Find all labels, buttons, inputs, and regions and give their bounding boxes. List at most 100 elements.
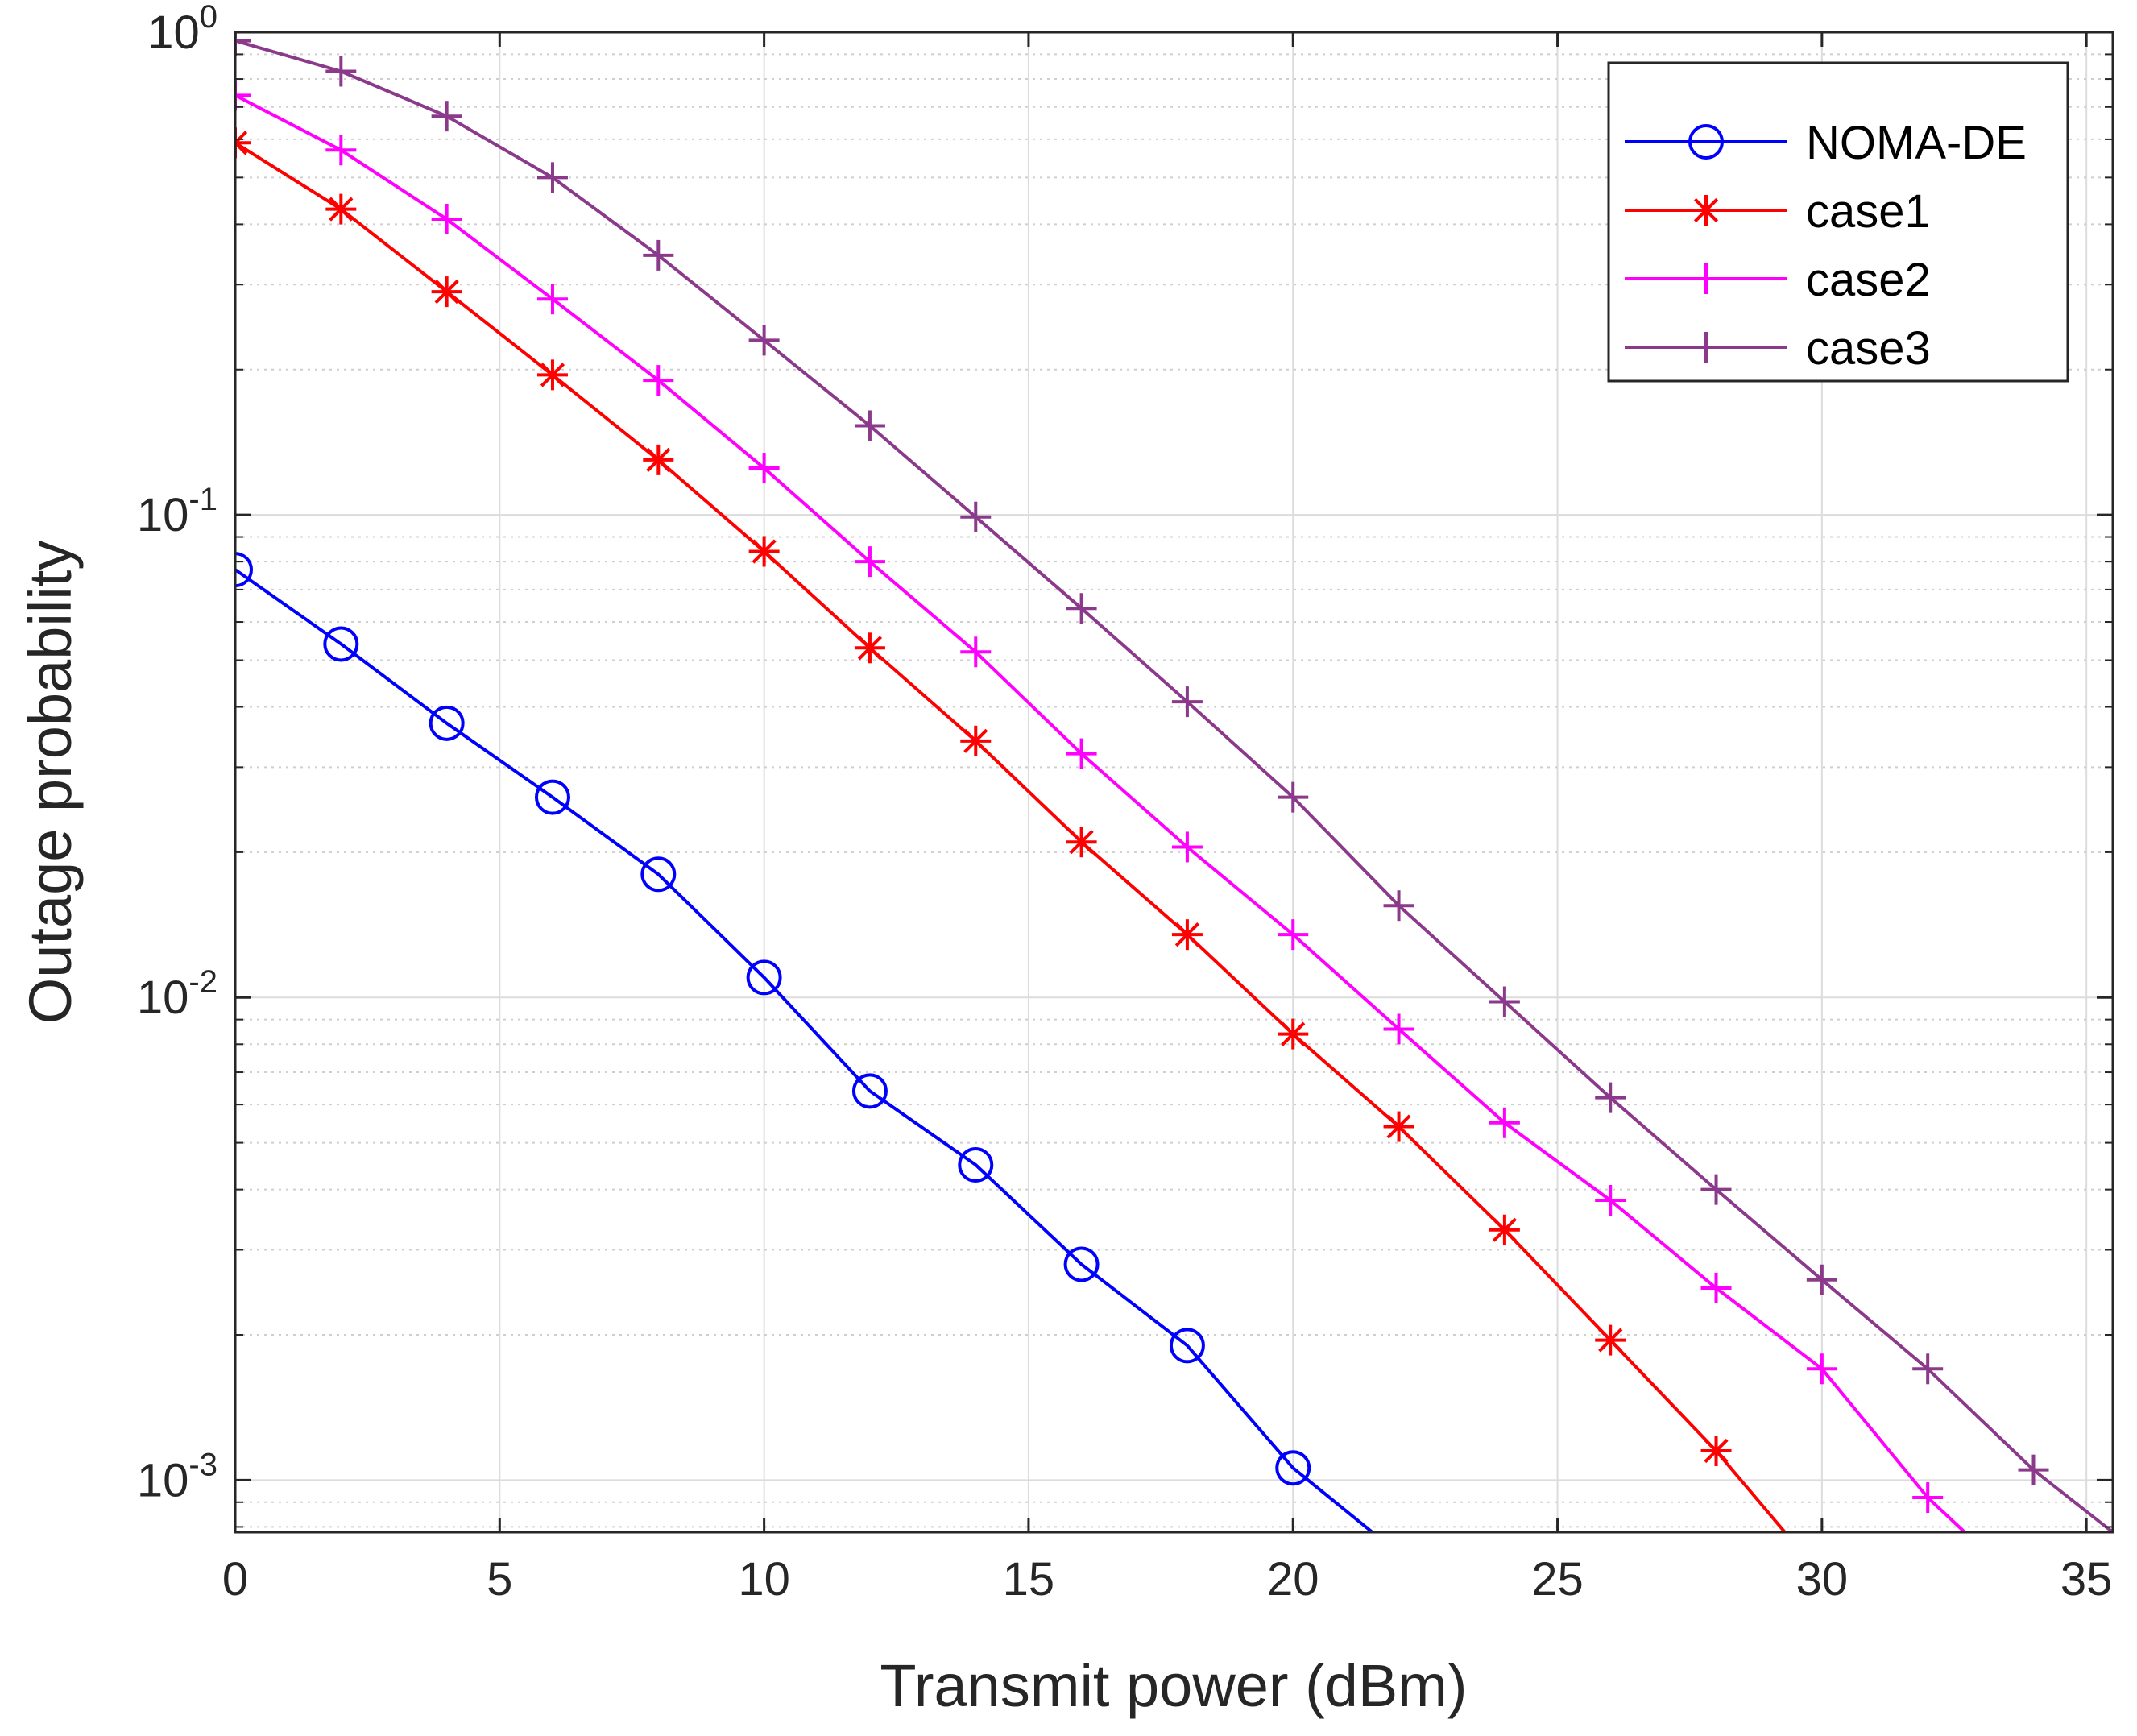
- marker-circle: [1169, 1328, 1205, 1364]
- y-tick-exponent: -1: [188, 482, 217, 517]
- data-point-case3: [1278, 781, 1309, 813]
- data-point-case2: [1489, 1107, 1520, 1138]
- data-point-case1: [1700, 1435, 1732, 1466]
- data-point-case1: [960, 725, 992, 756]
- data-point-case2: [325, 135, 357, 166]
- data-point-case3: [1912, 1353, 1944, 1385]
- y-tick-label: 100: [147, 0, 217, 59]
- marker-circle: [534, 779, 570, 815]
- data-point-noma-de: [851, 1073, 888, 1109]
- data-point-noma-de: [1275, 1450, 1311, 1486]
- series-line-noma-de: [235, 568, 1373, 1532]
- data-point-noma-de: [1063, 1246, 1100, 1282]
- marker-circle: [323, 626, 359, 662]
- data-point-noma-de: [323, 626, 359, 662]
- data-point-case2: [431, 203, 462, 234]
- data-point-case2: [960, 636, 992, 668]
- marker-stroke-d2: [963, 728, 988, 753]
- legend-entry-case2: case2: [1625, 254, 1931, 306]
- data-point-case1: [1278, 1018, 1309, 1050]
- marker-circle: [851, 1073, 888, 1109]
- data-point-case2: [643, 365, 674, 396]
- marker-stroke-d2: [329, 197, 354, 222]
- marker-stroke-d2: [1704, 1438, 1729, 1464]
- data-point-case3: [1171, 686, 1203, 718]
- data-point-case3: [431, 101, 462, 132]
- y-tick-exponent: -3: [188, 1447, 217, 1482]
- legend: NOMA-DE case1 case2 case3: [1607, 61, 2069, 383]
- y-tick-exponent: 0: [200, 0, 217, 35]
- marker-stroke-d2: [1281, 1021, 1306, 1046]
- marker-stroke-d2: [1386, 1114, 1411, 1139]
- y-tick-base: 10: [147, 6, 200, 59]
- x-tick-label: 10: [738, 1553, 790, 1605]
- data-point-case2: [235, 80, 251, 111]
- y-tick-label: 10-3: [137, 1447, 217, 1506]
- x-tick-label: 35: [2060, 1553, 2113, 1605]
- data-point-case1: [536, 359, 568, 391]
- data-point-case2: [1278, 919, 1309, 951]
- data-point-case2: [1595, 1184, 1626, 1216]
- data-point-case1: [1595, 1324, 1626, 1356]
- data-point-case3: [1383, 890, 1414, 922]
- plot-frame: [234, 31, 2114, 1534]
- data-point-case1: [1489, 1214, 1520, 1245]
- data-point-case3: [854, 410, 885, 441]
- data-point-case1: [748, 536, 780, 567]
- marker-stroke-d2: [1693, 197, 1719, 223]
- legend-label: case1: [1806, 185, 1931, 238]
- marker-circle: [746, 959, 782, 996]
- marker-stroke-d2: [646, 447, 671, 472]
- legend-label: case3: [1806, 322, 1931, 375]
- series-lines: [235, 32, 2113, 1532]
- data-point-case1: [854, 632, 885, 664]
- data-point-case3: [748, 325, 780, 356]
- data-point-case2: [748, 453, 780, 484]
- marker-circle: [235, 552, 253, 588]
- y-axis-label: Outage probability: [17, 541, 84, 1025]
- data-point-noma-de: [534, 779, 570, 815]
- marker-stroke-d2: [540, 363, 565, 387]
- y-tick-base: 10: [137, 972, 189, 1024]
- data-point-case3: [2018, 1454, 2049, 1485]
- marker-stroke-d2: [1174, 922, 1200, 947]
- data-point-case2: [1066, 738, 1097, 769]
- data-point-case3: [1066, 593, 1097, 624]
- data-point-noma-de: [235, 552, 253, 588]
- legend-marker: [1691, 332, 1721, 363]
- legend-entry-case1: case1: [1625, 185, 1931, 238]
- data-point-case1: [431, 276, 462, 308]
- data-point-case1: [1171, 919, 1203, 951]
- y-tick-label: 10-1: [137, 482, 217, 541]
- marker-circle: [1275, 1450, 1311, 1486]
- marker-stroke-d2: [1069, 830, 1094, 855]
- data-point-case3: [536, 162, 568, 193]
- marker-circle: [1688, 124, 1724, 160]
- legend-marker: [1691, 263, 1721, 294]
- legend-marker: [1688, 124, 1724, 160]
- data-point-noma-de: [1169, 1328, 1205, 1364]
- marker-circle: [1063, 1246, 1100, 1282]
- x-tick-label: 20: [1267, 1553, 1319, 1605]
- data-point-case1: [1383, 1111, 1414, 1142]
- marker-circle: [640, 856, 677, 893]
- marker-stroke-d2: [1598, 1328, 1623, 1353]
- data-point-case2: [1383, 1013, 1414, 1045]
- x-axis-label: Transmit power (dBm): [880, 1652, 1467, 1719]
- data-point-case2: [536, 284, 568, 315]
- legend-label: NOMA-DE: [1806, 117, 2027, 169]
- marker-stroke-d2: [434, 279, 459, 305]
- x-tick-label: 15: [1003, 1553, 1055, 1605]
- data-point-case2: [1700, 1272, 1732, 1303]
- y-tick-base: 10: [137, 1454, 189, 1506]
- y-tick-label: 10-2: [137, 964, 217, 1024]
- data-point-case2: [1912, 1482, 1944, 1514]
- marker-stroke-d2: [857, 636, 883, 661]
- data-point-case3: [1700, 1174, 1732, 1205]
- data-point-noma-de: [429, 705, 465, 741]
- marker-stroke-d2: [235, 131, 248, 146]
- data-point-case3: [960, 501, 992, 532]
- data-point-case3: [325, 56, 357, 87]
- x-tick-label: 25: [1531, 1553, 1584, 1605]
